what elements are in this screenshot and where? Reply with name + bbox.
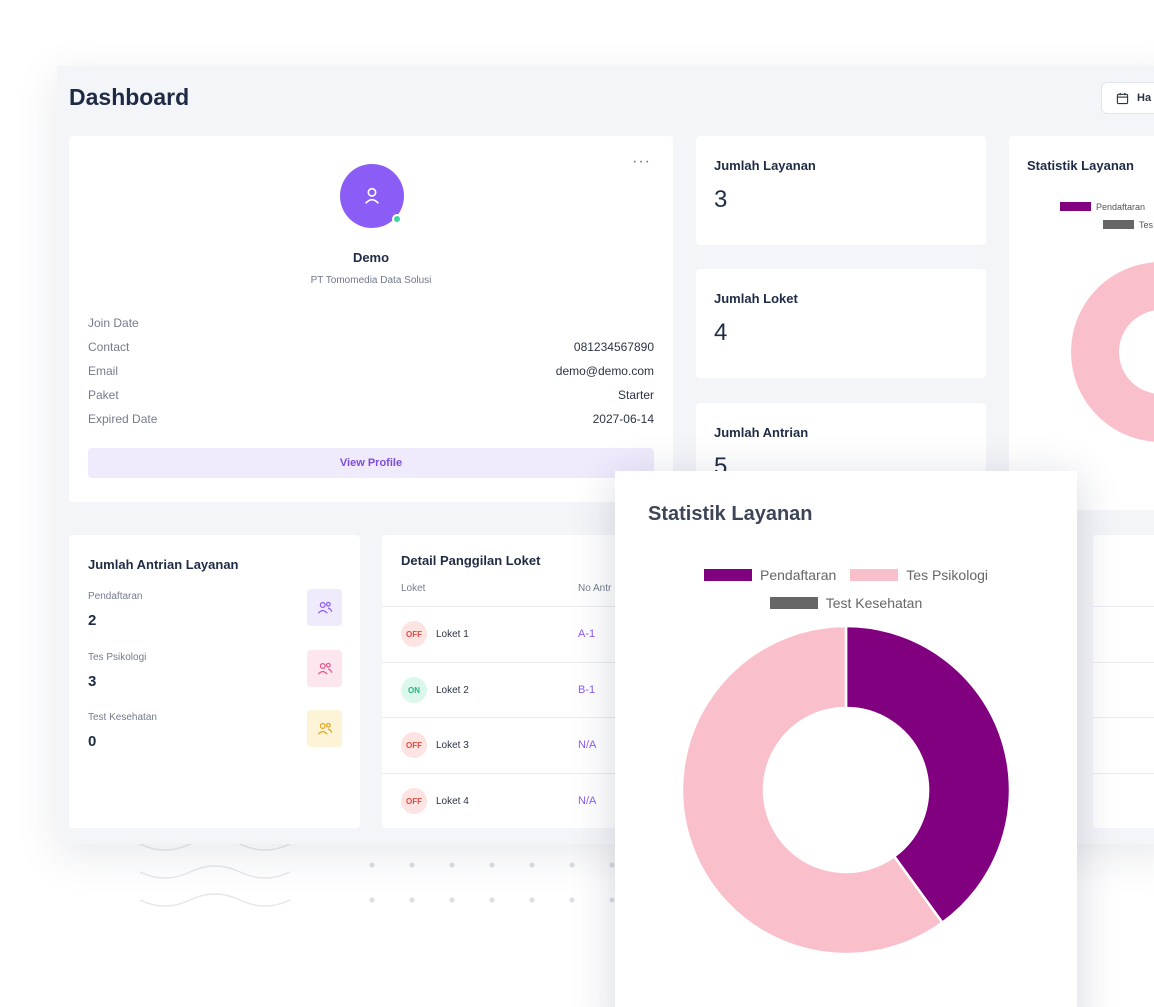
profile-row-label: Contact	[88, 340, 130, 354]
legend-label-tes-psikologi[interactable]: Tes Psikologi	[906, 567, 988, 583]
donut-slice-tes-psikologi[interactable]	[680, 624, 945, 956]
statistik-layanan-card: Statistik Layanan Pendaftaran Tes Psikol…	[615, 471, 1077, 1007]
legend-label-test-kesehatan[interactable]: Test Kesehatan	[825, 595, 923, 611]
antrian-item-pendaftaran: Pendaftaran 2	[88, 589, 342, 631]
divider	[1093, 717, 1154, 718]
stat-value: 4	[714, 319, 728, 346]
donut-slice-pendaftaran[interactable]	[844, 624, 1012, 925]
stat-card-loket: Jumlah Loket 4	[696, 269, 986, 378]
legend-swatch-tes-psikologi[interactable]	[850, 569, 899, 581]
legend-swatch-pendaftaran	[1060, 202, 1091, 211]
stat-label: Jumlah Antrian	[714, 425, 809, 440]
date-filter-button[interactable]: Ha	[1101, 82, 1154, 114]
legend-label-pendaftaran: Pendaftaran	[1096, 202, 1145, 212]
small-donut-slice	[1071, 262, 1154, 442]
loket-name: Loket 4	[436, 795, 469, 807]
small-donut-hole	[1119, 310, 1154, 394]
profile-row-expired-date: Expired Date 2027-06-14	[88, 412, 654, 436]
view-profile-button[interactable]: View Profile	[88, 448, 654, 478]
antrian-item-test-kesehatan: Test Kesehatan 0	[88, 710, 342, 752]
avatar	[340, 164, 404, 228]
profile-card: ··· Demo PT Tomomedia Data Solusi Join D…	[69, 136, 673, 502]
queue-number: A-1	[578, 628, 596, 640]
table-row: ON Loket 2 B-1	[401, 662, 921, 718]
chart-title: Statistik Layanan	[648, 503, 813, 525]
antrian-item-name: Test Kesehatan	[88, 712, 157, 723]
queue-number: N/A	[578, 795, 597, 807]
antrian-item-count: 3	[88, 673, 97, 690]
table-row: OFF Loket 1 A-1	[401, 606, 921, 662]
chart-legend-row-2: Test Kesehatan	[615, 595, 1077, 611]
legend-swatch-tes	[1103, 220, 1134, 229]
more-options-icon[interactable]: ···	[632, 153, 651, 170]
column-header-no-antrian: No Antr	[578, 583, 612, 594]
profile-row-label: Paket	[88, 388, 119, 402]
status-badge: OFF	[401, 621, 427, 647]
small-chart-title: Statistik Layanan	[1027, 158, 1134, 173]
profile-row-value: demo@demo.com	[555, 364, 654, 378]
dot-grid-decoration	[369, 862, 615, 903]
status-badge: OFF	[401, 732, 427, 758]
profile-row-contact: Contact 081234567890	[88, 340, 654, 364]
date-filter-label: Ha	[1137, 92, 1152, 104]
stat-label: Jumlah Loket	[714, 291, 798, 306]
divider	[1093, 773, 1154, 774]
antrian-item-count: 2	[88, 612, 97, 629]
online-status-dot	[392, 214, 402, 224]
calendar-icon	[1116, 92, 1129, 104]
profile-row-label: Expired Date	[88, 412, 158, 426]
divider	[1093, 606, 1154, 607]
legend-swatch-pendaftaran[interactable]	[704, 569, 752, 581]
antrian-item-count: 0	[88, 733, 97, 750]
profile-row-label: Join Date	[88, 316, 139, 330]
antrian-item-name: Tes Psikologi	[88, 652, 147, 663]
loket-name: Loket 1	[436, 628, 469, 640]
users-icon	[307, 710, 342, 747]
stat-value: 3	[714, 186, 728, 213]
profile-row-label: Email	[88, 364, 119, 378]
antrian-layanan-title: Jumlah Antrian Layanan	[88, 557, 239, 572]
profile-row-value: 2027-06-14	[592, 412, 654, 426]
stat-label: Jumlah Layanan	[714, 158, 816, 173]
profile-row-value: 081234567890	[573, 340, 654, 354]
donut-chart	[680, 624, 1012, 956]
legend-label-tes: Tes	[1139, 220, 1154, 230]
table-row: OFF Loket 3 N/A	[401, 717, 921, 773]
loket-name: Loket 2	[436, 684, 469, 696]
profile-row-paket: Paket Starter	[88, 388, 654, 412]
users-icon	[307, 589, 342, 626]
chart-legend-row-1: Pendaftaran Tes Psikologi	[615, 567, 1077, 583]
column-header-loket: Loket	[401, 583, 426, 594]
status-badge: ON	[401, 677, 427, 703]
small-donut	[1071, 262, 1154, 442]
loket-name: Loket 3	[436, 739, 469, 751]
legend-swatch-test-kesehatan[interactable]	[769, 597, 818, 609]
small-chart-legend: Pendaftaran Tes	[1060, 202, 1154, 230]
divider	[1093, 662, 1154, 663]
legend-label-pendaftaran[interactable]: Pendaftaran	[760, 567, 837, 583]
profile-row-value: Starter	[617, 388, 654, 402]
page-title: Dashboard	[69, 84, 190, 110]
queue-number: B-1	[578, 684, 596, 696]
users-icon	[307, 650, 342, 687]
antrian-layanan-card: Jumlah Antrian Layanan Pendaftaran 2 Tes…	[69, 535, 360, 828]
wave-decoration	[140, 837, 291, 907]
antrian-item-name: Pendaftaran	[88, 591, 143, 602]
profile-name: Demo	[352, 250, 390, 265]
table-row: OFF Loket 4 N/A	[401, 773, 921, 828]
status-badge: OFF	[401, 788, 427, 814]
stat-card-layanan: Jumlah Layanan 3	[696, 136, 986, 245]
right-partial-card	[1093, 535, 1154, 828]
profile-company: PT Tomomedia Data Solusi	[310, 275, 432, 286]
antrian-item-tes-psikologi: Tes Psikologi 3	[88, 650, 342, 692]
detail-panggilan-title: Detail Panggilan Loket	[401, 553, 541, 568]
profile-details: Join Date Contact 081234567890 Email demo@…	[88, 316, 654, 436]
queue-number: N/A	[578, 739, 597, 751]
statistik-layanan-card-small: Statistik Layanan Pendaftaran Tes	[1009, 136, 1154, 510]
profile-row-join-date: Join Date	[88, 316, 654, 340]
user-icon	[364, 187, 380, 204]
profile-row-email: Email demo@demo.com	[88, 364, 654, 388]
